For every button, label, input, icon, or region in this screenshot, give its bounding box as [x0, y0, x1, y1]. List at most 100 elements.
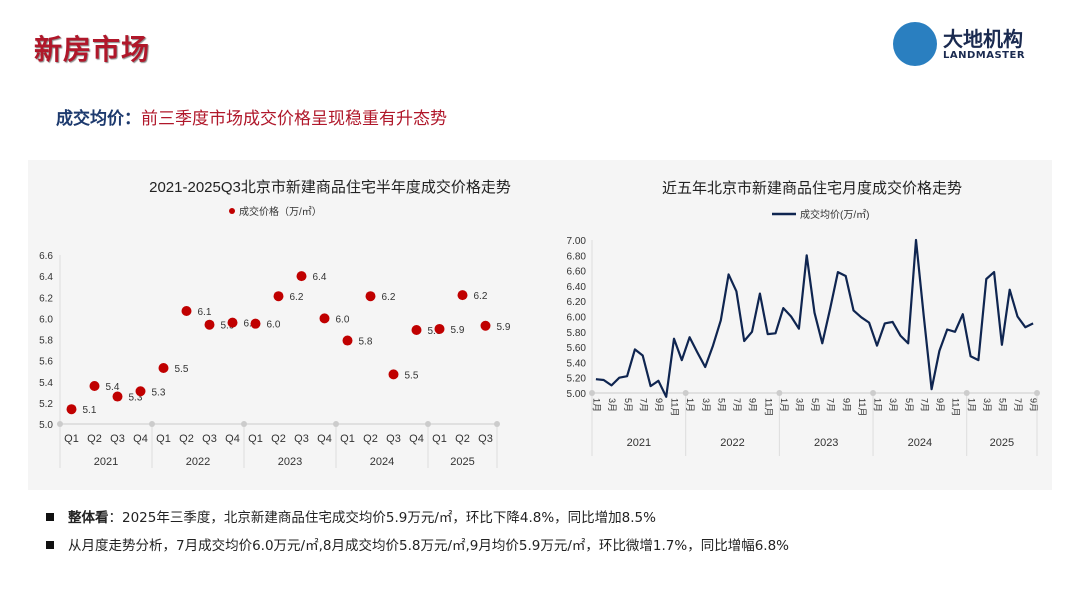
axis-node [682, 390, 689, 396]
axis-node [589, 390, 595, 396]
y-tick-label: 5.2 [39, 399, 53, 410]
x-tick-label: 11月 [857, 398, 867, 416]
x-tick-label: 3月 [701, 398, 711, 412]
y-tick-label: 5.6 [39, 357, 53, 368]
bullet-2: 从月度走势分析，7月成交均价6.0万元/㎡,8月成交均价5.8万元/㎡,9月均价… [46, 534, 789, 554]
x-tick-label: 11月 [951, 398, 961, 416]
data-label: 5.3 [129, 393, 143, 404]
x-tick-label: 5月 [810, 398, 820, 412]
data-point [273, 291, 284, 302]
chart-title: 2021-2025Q3北京市新建商品住宅半年度成交价格走势 [149, 178, 511, 196]
data-point [296, 271, 307, 282]
x-tick-label: Q3 [478, 433, 493, 445]
x-tick-label: 7月 [919, 398, 929, 412]
x-tick-label: 7月 [732, 398, 742, 412]
data-label: 5.9 [221, 321, 235, 332]
y-tick-label: 5.4 [39, 378, 53, 389]
legend-marker [229, 208, 235, 214]
group-label: 2023 [814, 437, 838, 449]
y-tick-label: 6.20 [567, 297, 587, 308]
data-label: 5.3 [152, 387, 166, 398]
data-point [388, 369, 399, 380]
data-label: 5.5 [405, 370, 419, 381]
data-point [250, 318, 261, 329]
x-tick-label: Q1 [156, 433, 171, 445]
data-point [181, 305, 192, 316]
x-tick-label: Q2 [271, 433, 286, 445]
x-tick-label: Q1 [248, 433, 263, 445]
y-tick-label: 5.00 [567, 389, 587, 400]
data-point [457, 290, 468, 301]
y-tick-label: 5.60 [567, 343, 587, 354]
group-label: 2021 [94, 456, 118, 468]
axis-node [963, 390, 970, 396]
subtitle-key: 成交均价： [56, 109, 141, 129]
page-title: 新房市场 [34, 33, 151, 66]
data-label: 5.1 [83, 405, 97, 416]
bullet-text: ：2025年三季度，北京新建商品住宅成交均价5.9万元/㎡，环比下降4.8%，同… [108, 510, 656, 526]
group-label: 2024 [908, 437, 932, 449]
x-tick-label: Q4 [133, 433, 148, 445]
group-label: 2022 [186, 456, 210, 468]
chart-panel [28, 160, 1052, 490]
bullet-1: 整体看：2025年三季度，北京新建商品住宅成交均价5.9万元/㎡，环比下降4.8… [46, 506, 789, 526]
y-tick-label: 6.0 [39, 314, 53, 325]
x-tick-label: Q1 [432, 433, 447, 445]
legend-label: 成交价格（万/㎡） [239, 205, 322, 218]
x-tick-label: 1月 [685, 398, 695, 412]
data-label: 5.9 [428, 326, 442, 337]
x-tick-label: 11月 [763, 398, 773, 416]
x-tick-label: Q3 [202, 433, 217, 445]
x-tick-label: 7月 [826, 398, 836, 412]
x-tick-label: 7月 [638, 398, 648, 412]
x-tick-label: 3月 [795, 398, 805, 412]
axis-node [776, 390, 783, 396]
data-label: 5.4 [106, 382, 120, 393]
data-point [204, 319, 215, 330]
group-label: 2025 [450, 456, 474, 468]
data-label: 6.0 [267, 320, 281, 331]
data-label: 6.1 [198, 307, 212, 318]
x-tick-label: 9月 [748, 398, 758, 412]
x-tick-label: 3月 [888, 398, 898, 412]
data-point [227, 317, 238, 328]
y-tick-label: 5.40 [567, 358, 587, 369]
price-line [595, 238, 1034, 398]
x-tick-label: 7月 [1013, 398, 1023, 412]
y-tick-label: 5.80 [567, 328, 587, 339]
data-point [158, 363, 169, 374]
data-label: 5.9 [497, 322, 511, 333]
data-label: 6.2 [290, 292, 304, 303]
x-tick-label: 9月 [841, 398, 851, 412]
y-tick-label: 6.00 [567, 313, 587, 324]
axis-node [870, 390, 877, 396]
x-tick-label: 5月 [716, 398, 726, 412]
x-tick-label: Q2 [455, 433, 470, 445]
chart-title: 近五年北京市新建商品住宅月度成交价格走势 [662, 179, 962, 197]
data-label: 5.5 [175, 364, 189, 375]
x-tick-label: Q1 [64, 433, 79, 445]
y-tick-label: 5.0 [39, 420, 53, 431]
x-tick-label: 3月 [982, 398, 992, 412]
x-tick-label: Q2 [363, 433, 378, 445]
x-tick-label: Q3 [386, 433, 401, 445]
y-tick-label: 6.80 [567, 251, 587, 262]
bullet-square-icon [46, 513, 54, 521]
y-tick-label: 6.2 [39, 293, 53, 304]
data-point [365, 291, 376, 302]
y-tick-label: 5.8 [39, 336, 53, 347]
data-label: 6.2 [474, 291, 488, 302]
axis-node [241, 421, 247, 427]
data-point [319, 313, 330, 324]
data-label: 5.9 [451, 325, 465, 336]
axis-node [333, 421, 339, 427]
x-tick-label: 9月 [654, 398, 664, 412]
data-label: 6.4 [313, 272, 327, 283]
group-label: 2022 [720, 437, 744, 449]
data-label: 6.2 [382, 292, 396, 303]
axis-node [149, 421, 155, 427]
data-point [89, 380, 100, 391]
axis-node [425, 421, 431, 427]
x-tick-label: Q4 [409, 433, 424, 445]
x-tick-label: 1月 [966, 398, 976, 412]
